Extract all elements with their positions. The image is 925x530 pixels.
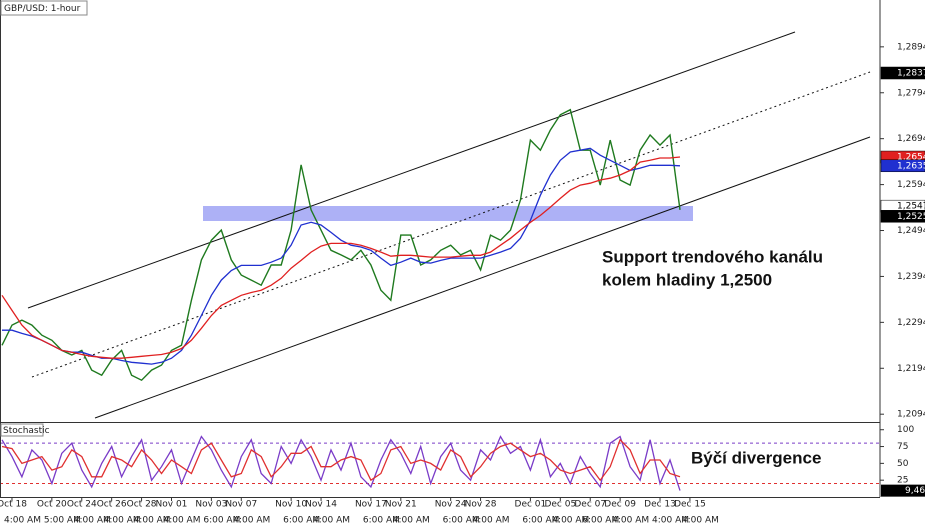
y-tick-label: 1,2794: [897, 88, 925, 98]
series-line: [2, 147, 681, 365]
y-tick-label: 1,2094: [897, 410, 925, 420]
x-time-label: 4:00 AM: [134, 516, 171, 526]
y-tick-label: 1,2394: [897, 272, 925, 282]
price-marker-label: 1,2525: [897, 212, 925, 222]
y-tick-label: 75: [897, 442, 908, 452]
value-marker: [881, 484, 925, 497]
x-tick-label: Oct 24: [67, 500, 97, 510]
x-time-label: 5:00 AM: [44, 516, 81, 526]
x-tick-label: Oct 28: [127, 500, 157, 510]
x-time-label: 6:00 AM: [582, 516, 619, 526]
x-time-label: 6:00 AM: [443, 516, 480, 526]
x-tick-label: Nov 21: [385, 500, 417, 510]
x-time-label: 4:00 AM: [652, 516, 689, 526]
x-time-label: 6:00 AM: [363, 516, 400, 526]
price-marker: [880, 210, 925, 223]
y-tick-label: 1,2894: [897, 42, 925, 52]
price-marker: [880, 66, 925, 80]
series-line: [1, 156, 681, 359]
x-time-label: 4:00 AM: [393, 516, 430, 526]
x-tick-label: Dec 07: [574, 500, 606, 510]
y-tick-label: 25: [897, 476, 908, 486]
x-time-label: 4:00 AM: [163, 516, 200, 526]
title-box: [0, 0, 88, 16]
y-tick-label: 1,2194: [897, 364, 925, 374]
price-marker: [880, 159, 925, 173]
x-time-label: 6:00 AM: [522, 516, 559, 526]
x-time-label: 4:00 AM: [612, 516, 649, 526]
y-tick-label: 1,2294: [897, 318, 925, 328]
x-tick-label: Nov 28: [465, 500, 497, 510]
x-tick-label: Dec 09: [604, 500, 636, 510]
support-zone: [203, 206, 693, 221]
channel-upper: [27, 31, 796, 309]
x-time-label: 4:00 AM: [4, 516, 41, 526]
x-time-label: 6:00 AM: [283, 516, 320, 526]
x-time-label: 4:00 AM: [104, 516, 141, 526]
x-tick-label: Oct 18: [0, 500, 27, 510]
series-line: [1, 108, 681, 382]
x-time-label: 4:00 AM: [74, 516, 111, 526]
value-marker-label: 9,46: [905, 486, 925, 496]
channel-middle: [31, 71, 871, 378]
series-line: [1, 438, 681, 482]
x-tick-label: Dec 13: [644, 500, 676, 510]
x-time-label: 4:00 AM: [552, 516, 589, 526]
price-marker-label: 1,2654: [897, 153, 925, 163]
x-tick-label: Dec 15: [674, 500, 706, 510]
annotation: kolem hladiny 1,2500: [602, 270, 772, 289]
x-tick-label: Nov 01: [156, 500, 188, 510]
x-tick-label: Dec 01: [515, 500, 547, 510]
price-marker-label: 1,2635: [897, 161, 925, 171]
x-tick-label: Oct 26: [97, 500, 127, 510]
price-marker-label: 1,2837: [897, 69, 925, 79]
annotation: Support trendového kanálu: [602, 247, 823, 266]
series-line: [1, 435, 681, 491]
x-tick-label: Nov 07: [225, 500, 257, 510]
y-tick-label: 1,2594: [897, 180, 925, 190]
x-tick-label: Nov 10: [275, 500, 307, 510]
channel-lower: [94, 136, 871, 419]
x-tick-label: Dec 05: [544, 500, 576, 510]
title-box: [0, 423, 44, 437]
x-time-label: 6:00 AM: [203, 516, 240, 526]
panel-title: Stochastic: [3, 426, 50, 436]
annotation: Býčí divergence: [691, 448, 821, 467]
x-time-label: 4:00 AM: [682, 516, 719, 526]
y-tick-label: 50: [897, 459, 909, 469]
y-tick-label: 1,2694: [897, 134, 925, 144]
y-tick-label: 100: [897, 425, 914, 435]
x-time-label: 4:00 AM: [473, 516, 510, 526]
x-time-label: 4:00 AM: [313, 516, 350, 526]
plot-layer: 1,2894 1,2794 1,2694 1,2594 1,2494 1,2394 1,22…: [0, 42, 925, 526]
price-marker-label: 1,2547: [897, 202, 925, 212]
x-tick-label: Nov 24: [435, 500, 467, 510]
x-tick-label: Nov 03: [195, 500, 227, 510]
x-tick-label: Oct 20: [37, 500, 67, 510]
chart-title: GBP/USD: 1-hour: [4, 4, 81, 14]
y-tick-label: 1,2494: [897, 226, 925, 236]
x-tick-label: Nov 17: [355, 500, 387, 510]
x-tick-label: Nov 14: [305, 500, 337, 510]
x-time-label: 4:00 AM: [233, 516, 270, 526]
